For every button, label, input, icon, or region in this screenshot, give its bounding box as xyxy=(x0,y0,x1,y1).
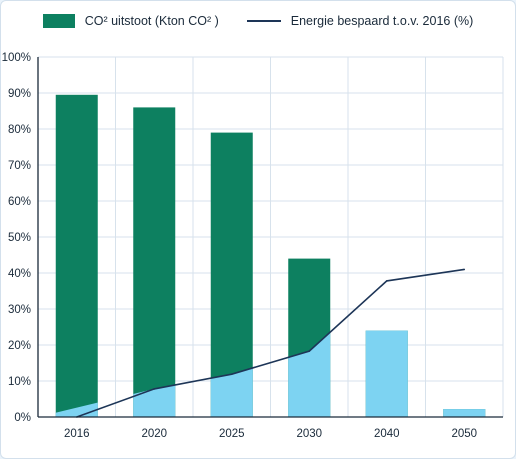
legend-item-energy[interactable]: Energie bespaard t.o.v. 2016 (%) xyxy=(246,14,474,28)
y-tick-label: 80% xyxy=(8,124,31,136)
point-energy-2030 xyxy=(308,350,311,352)
x-tick-label: 2030 xyxy=(296,428,322,440)
y-tick-label: 60% xyxy=(8,196,31,208)
point-energy-2040 xyxy=(385,280,388,282)
x-tick-label: 2040 xyxy=(374,428,400,440)
y-tick-label: 100% xyxy=(2,52,31,64)
y-tick-label: 30% xyxy=(8,304,31,316)
y-tick-label: 40% xyxy=(8,268,31,280)
bar-co2-overlap-2040 xyxy=(365,330,408,417)
legend-label-energy: Energie bespaard t.o.v. 2016 (%) xyxy=(290,14,474,28)
point-energy-2020 xyxy=(153,388,156,390)
legend-item-co2[interactable]: CO² uitstoot (Kton CO² ) xyxy=(42,14,219,28)
y-tick-label: 0% xyxy=(14,412,31,424)
y-tick-label: 90% xyxy=(8,88,31,100)
legend-label-co2: CO² uitstoot (Kton CO² ) xyxy=(84,14,219,28)
y-tick-label: 70% xyxy=(8,160,31,172)
line-energy-saved xyxy=(76,268,465,418)
point-energy-2025 xyxy=(230,373,233,375)
bar-co2-2020 xyxy=(133,107,176,418)
y-tick-label: 20% xyxy=(8,340,31,352)
x-tick-label: 2020 xyxy=(141,428,167,440)
bar-co2-2016 xyxy=(55,94,98,418)
legend-swatch-bar xyxy=(42,14,75,28)
chart-legend: CO² uitstoot (Kton CO² ) Energie bespaar… xyxy=(0,10,516,32)
bar-co2-overlap-2050 xyxy=(443,409,486,417)
x-tick-label: 2016 xyxy=(64,428,90,440)
y-tick-label: 50% xyxy=(8,232,31,244)
x-tick-label: 2025 xyxy=(219,428,245,440)
legend-swatch-line xyxy=(246,20,281,22)
point-energy-2050 xyxy=(463,268,466,271)
x-tick-label: 2050 xyxy=(451,428,477,440)
y-tick-label: 10% xyxy=(8,376,31,388)
